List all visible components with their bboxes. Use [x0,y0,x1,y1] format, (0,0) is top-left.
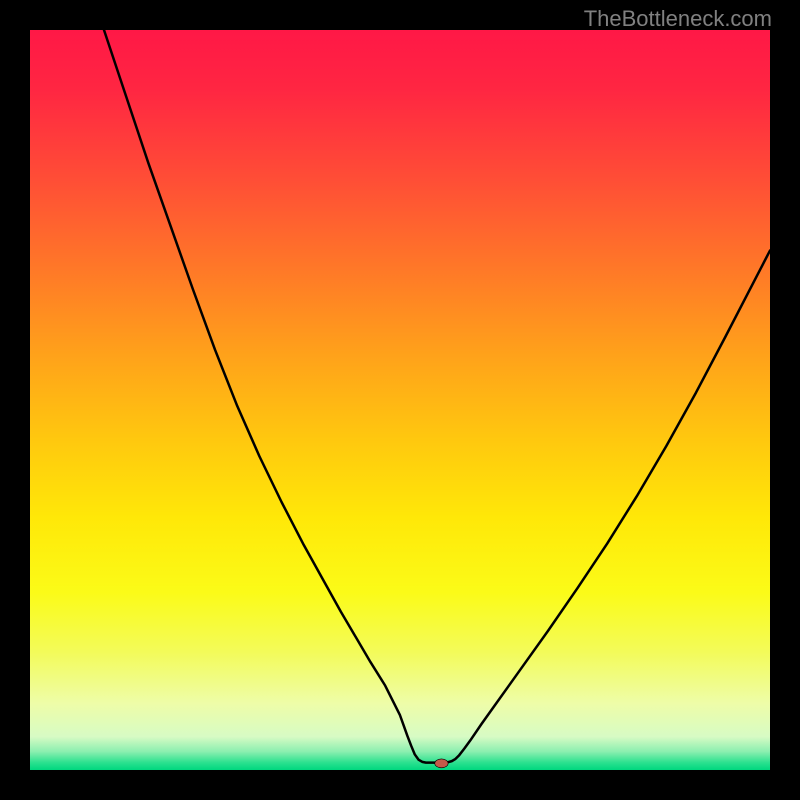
minimum-dot-marker [435,759,448,768]
canvas: TheBottleneck.com [0,0,800,800]
curve-layer [30,30,770,770]
curve-left-branch [104,30,441,763]
watermark-text: TheBottleneck.com [584,6,772,32]
plot-area [30,30,770,770]
curve-right-branch [441,251,770,763]
